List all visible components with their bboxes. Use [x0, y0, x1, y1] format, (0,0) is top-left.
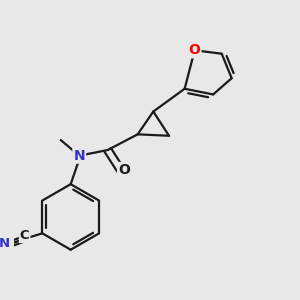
- Text: N: N: [74, 149, 85, 163]
- Text: O: O: [118, 163, 130, 177]
- Text: N: N: [0, 237, 10, 250]
- Text: O: O: [189, 43, 201, 57]
- Text: C: C: [20, 229, 29, 242]
